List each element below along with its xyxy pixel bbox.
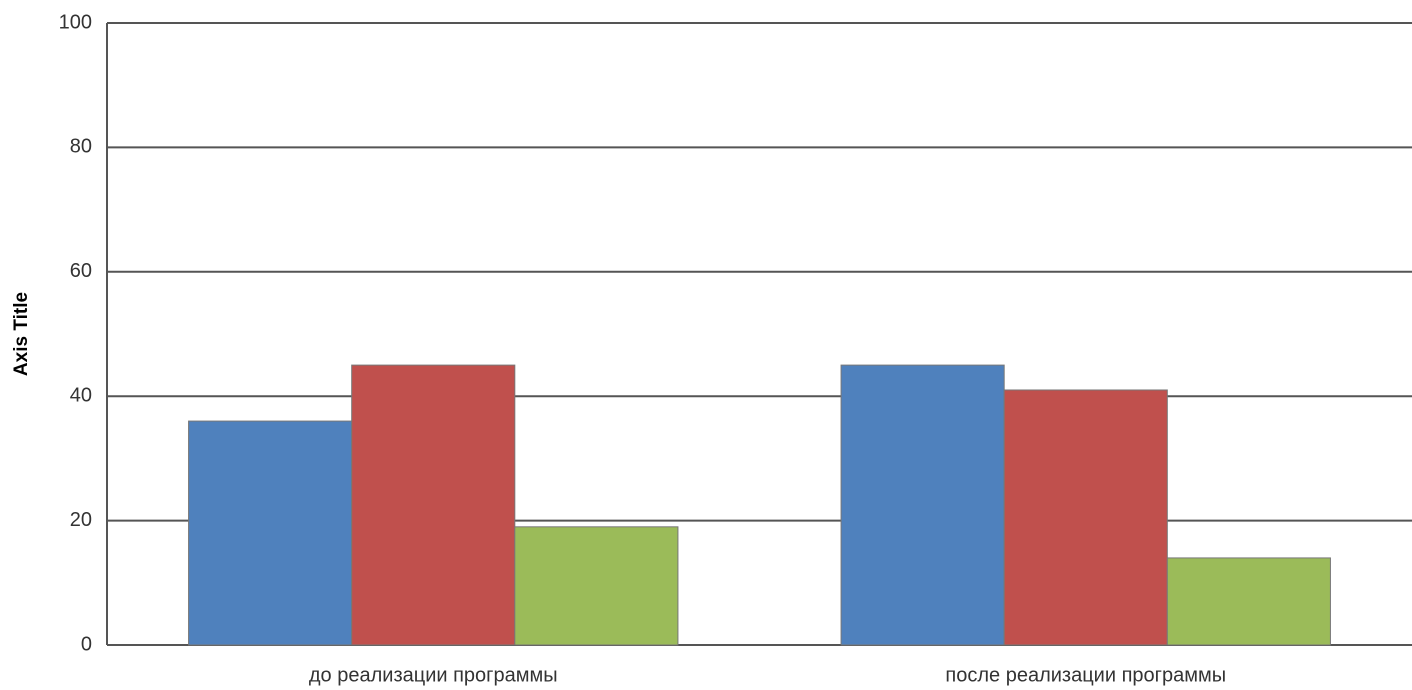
x-tick-label: до реализации программы <box>309 664 558 686</box>
y-tick-label: 80 <box>70 136 92 158</box>
y-tick-label: 0 <box>81 633 92 655</box>
y-axis-title: Axis Title <box>11 292 32 376</box>
y-tick-label: 100 <box>59 11 92 33</box>
bar <box>514 526 679 646</box>
bar <box>840 364 1005 646</box>
bar <box>1166 557 1331 646</box>
y-tick-label: 60 <box>70 260 92 282</box>
bar <box>351 364 516 646</box>
y-tick-label: 20 <box>70 509 92 531</box>
bar <box>188 420 353 646</box>
y-tick-label: 40 <box>70 384 92 406</box>
x-tick-label: после реализации программы <box>945 664 1226 686</box>
bar <box>1003 389 1168 646</box>
